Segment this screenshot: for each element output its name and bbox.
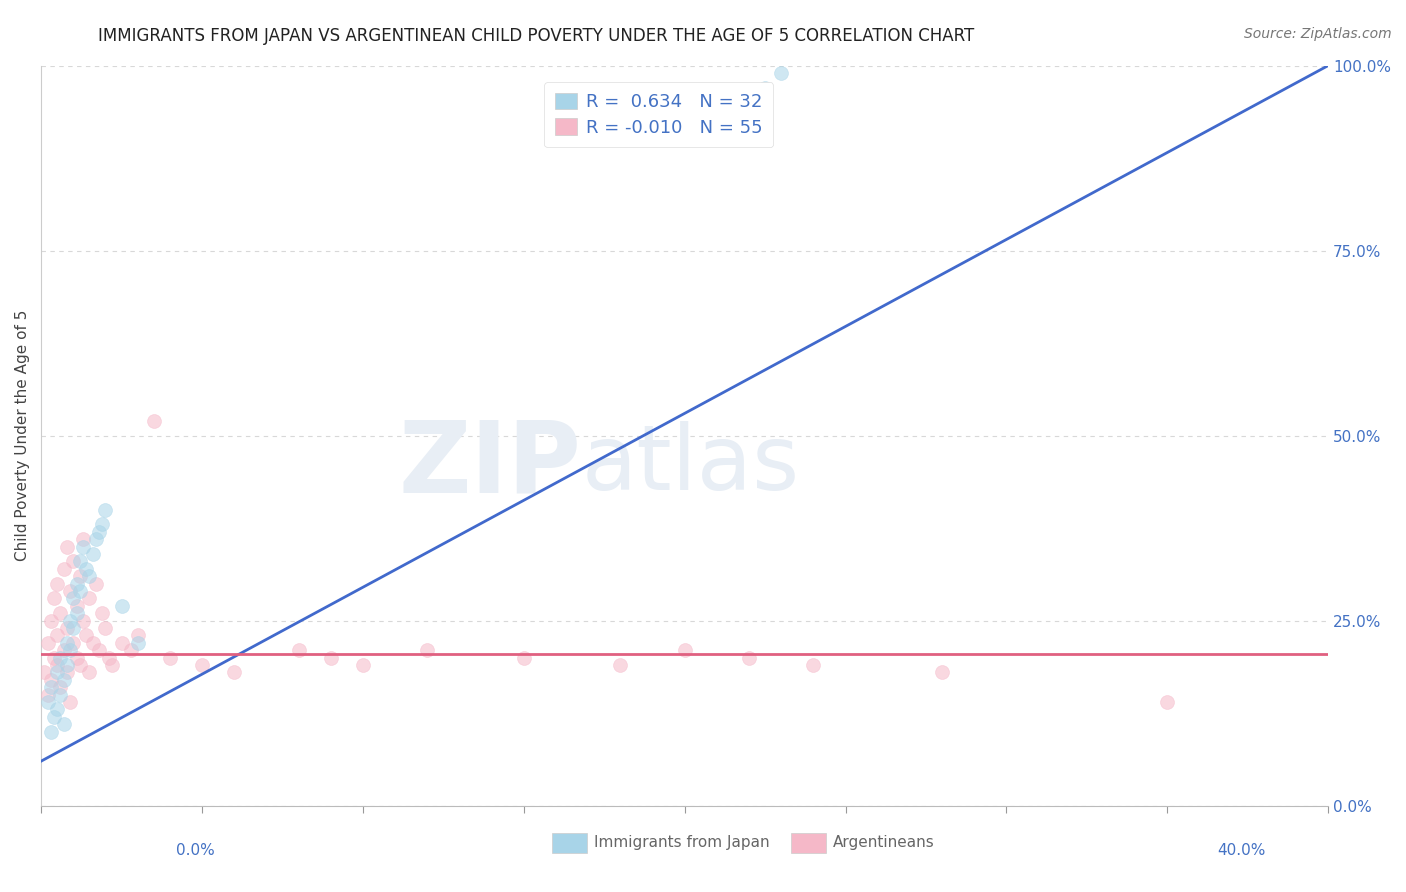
Point — [97, 650, 120, 665]
Point — [82, 547, 104, 561]
Point — [46, 665, 69, 680]
Point — [65, 599, 87, 613]
Point — [84, 576, 107, 591]
Point — [52, 717, 75, 731]
Point — [52, 643, 75, 657]
Point — [91, 606, 114, 620]
Point — [49, 680, 72, 694]
Point — [191, 657, 214, 672]
Point — [46, 628, 69, 642]
Point — [72, 532, 94, 546]
Point — [62, 636, 84, 650]
Point — [159, 650, 181, 665]
Point — [46, 576, 69, 591]
Point — [34, 665, 56, 680]
Point — [87, 643, 110, 657]
Point — [94, 502, 117, 516]
Point — [801, 657, 824, 672]
Legend: R =  0.634   N = 32, R = -0.010   N = 55: R = 0.634 N = 32, R = -0.010 N = 55 — [544, 82, 773, 147]
Point — [224, 665, 246, 680]
Point — [79, 569, 101, 583]
Point — [46, 657, 69, 672]
Point — [56, 621, 79, 635]
Point — [72, 614, 94, 628]
Point — [94, 621, 117, 635]
Point — [62, 621, 84, 635]
Text: 40.0%: 40.0% — [1218, 843, 1265, 858]
Point — [69, 569, 91, 583]
Point — [738, 650, 761, 665]
Point — [75, 628, 97, 642]
Point — [127, 628, 149, 642]
Point — [416, 643, 439, 657]
Point — [84, 532, 107, 546]
Text: Argentineans: Argentineans — [832, 836, 935, 850]
Point — [79, 591, 101, 606]
Point — [56, 665, 79, 680]
Point — [287, 643, 309, 657]
Point — [120, 643, 142, 657]
Point — [39, 673, 62, 687]
Point — [39, 724, 62, 739]
Point — [65, 606, 87, 620]
Y-axis label: Child Poverty Under the Age of 5: Child Poverty Under the Age of 5 — [15, 310, 30, 561]
Point — [49, 650, 72, 665]
Point — [87, 524, 110, 539]
Point — [62, 554, 84, 568]
Point — [79, 665, 101, 680]
Point — [56, 657, 79, 672]
Point — [65, 576, 87, 591]
Point — [69, 584, 91, 599]
Point — [52, 673, 75, 687]
Point — [37, 695, 59, 709]
Point — [352, 657, 374, 672]
Text: Source: ZipAtlas.com: Source: ZipAtlas.com — [1244, 27, 1392, 41]
Point — [42, 650, 65, 665]
Point — [110, 599, 132, 613]
Point — [127, 636, 149, 650]
Point — [770, 66, 793, 80]
Point — [931, 665, 953, 680]
Point — [673, 643, 696, 657]
Text: ZIP: ZIP — [399, 417, 582, 514]
Point — [56, 540, 79, 554]
Point — [142, 414, 165, 428]
Point — [513, 650, 536, 665]
Point — [69, 657, 91, 672]
Point — [110, 636, 132, 650]
Point — [39, 614, 62, 628]
Point — [59, 614, 82, 628]
Text: Immigrants from Japan: Immigrants from Japan — [593, 836, 769, 850]
Point — [56, 636, 79, 650]
Point — [59, 695, 82, 709]
Point — [52, 562, 75, 576]
Text: IMMIGRANTS FROM JAPAN VS ARGENTINEAN CHILD POVERTY UNDER THE AGE OF 5 CORRELATIO: IMMIGRANTS FROM JAPAN VS ARGENTINEAN CHI… — [98, 27, 974, 45]
Point — [37, 688, 59, 702]
Point — [319, 650, 342, 665]
Point — [46, 702, 69, 716]
Point — [754, 80, 776, 95]
Point — [59, 643, 82, 657]
Point — [75, 562, 97, 576]
Point — [82, 636, 104, 650]
Point — [37, 636, 59, 650]
Point — [49, 606, 72, 620]
Point — [101, 657, 124, 672]
Point — [72, 540, 94, 554]
Point — [59, 584, 82, 599]
Point — [69, 554, 91, 568]
Text: atlas: atlas — [582, 421, 800, 509]
Point — [1156, 695, 1178, 709]
Point — [91, 517, 114, 532]
Point — [42, 710, 65, 724]
Point — [65, 650, 87, 665]
Text: 0.0%: 0.0% — [176, 843, 215, 858]
Point — [49, 688, 72, 702]
Point — [42, 591, 65, 606]
Point — [609, 657, 631, 672]
Point — [39, 680, 62, 694]
Point — [62, 591, 84, 606]
